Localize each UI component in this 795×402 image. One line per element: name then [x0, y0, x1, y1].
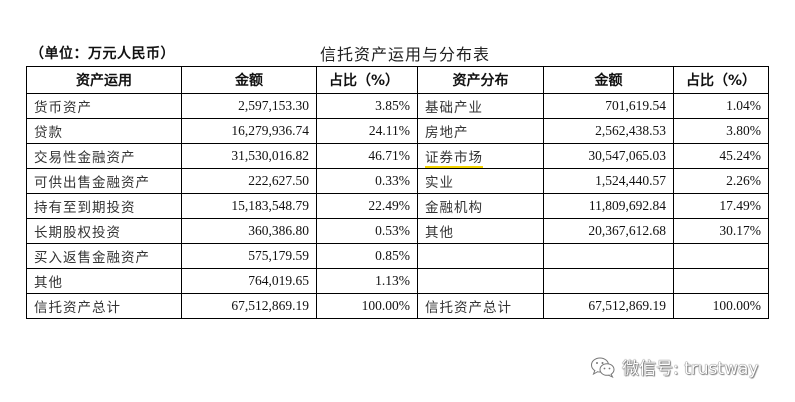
highlighted-text: 证券市场 — [425, 150, 483, 168]
usage-total-pct: 100.00% — [316, 293, 418, 319]
watermark-text: 微信号: trustway — [622, 359, 759, 379]
dist-amount: 1,524,440.57 — [543, 168, 674, 194]
usage-amount: 16,279,936.74 — [181, 118, 317, 144]
table-row: 交易性金融资产 31,530,016.82 46.71% 证券市场 30,547… — [26, 143, 769, 169]
table-row: 持有至到期投资 15,183,548.79 22.49% 金融机构 11,809… — [26, 193, 769, 219]
usage-amount: 360,386.80 — [181, 218, 317, 244]
usage-label: 货币资产 — [26, 93, 182, 119]
usage-pct: 3.85% — [316, 93, 418, 119]
usage-pct: 0.33% — [316, 168, 418, 194]
watermark: 微信号: trustway — [590, 354, 758, 379]
header-amount-left: 金额 — [181, 66, 317, 94]
dist-label — [417, 243, 544, 269]
dist-amount — [543, 268, 674, 294]
dist-pct: 2.26% — [673, 168, 769, 194]
usage-amount: 31,530,016.82 — [181, 143, 317, 169]
usage-pct: 1.13% — [316, 268, 418, 294]
table-row: 货币资产 2,597,153.30 3.85% 基础产业 701,619.54 … — [26, 93, 769, 119]
dist-pct: 1.04% — [673, 93, 769, 119]
usage-amount: 764,019.65 — [181, 268, 317, 294]
dist-pct — [673, 243, 769, 269]
trust-asset-table: 资产运用 金额 占比（%） 资产分布 金额 占比（%） 货币资产 2,597,1… — [26, 66, 769, 319]
usage-amount: 575,179.59 — [181, 243, 317, 269]
table-row: 可供出售金融资产 222,627.50 0.33% 实业 1,524,440.5… — [26, 168, 769, 194]
table-total-row: 信托资产总计 67,512,869.19 100.00% 信托资产总计 67,5… — [26, 293, 769, 319]
header-pct-left: 占比（%） — [316, 66, 418, 94]
table-row: 长期股权投资 360,386.80 0.53% 其他 20,367,612.68… — [26, 218, 769, 244]
usage-pct: 0.53% — [316, 218, 418, 244]
dist-pct: 17.49% — [673, 193, 769, 219]
dist-pct — [673, 268, 769, 294]
dist-amount — [543, 243, 674, 269]
table-row: 贷款 16,279,936.74 24.11% 房地产 2,562,438.53… — [26, 118, 769, 144]
unit-label: （单位：万元人民币） — [30, 46, 175, 62]
dist-pct: 45.24% — [673, 143, 769, 169]
usage-pct: 22.49% — [316, 193, 418, 219]
dist-amount: 30,547,065.03 — [543, 143, 674, 169]
dist-label: 基础产业 — [417, 93, 544, 119]
dist-label: 房地产 — [417, 118, 544, 144]
usage-total-amount: 67,512,869.19 — [181, 293, 317, 319]
usage-label: 长期股权投资 — [26, 218, 182, 244]
usage-label: 持有至到期投资 — [26, 193, 182, 219]
usage-pct: 46.71% — [316, 143, 418, 169]
dist-amount: 11,809,692.84 — [543, 193, 674, 219]
usage-label: 其他 — [26, 268, 182, 294]
table-header-row: 资产运用 金额 占比（%） 资产分布 金额 占比（%） — [26, 66, 769, 94]
header-pct-right: 占比（%） — [673, 66, 769, 94]
header-asset-usage: 资产运用 — [26, 66, 182, 94]
usage-pct: 24.11% — [316, 118, 418, 144]
header-asset-distribution: 资产分布 — [417, 66, 544, 94]
header-amount-right: 金额 — [543, 66, 674, 94]
usage-label: 交易性金融资产 — [26, 143, 182, 169]
usage-amount: 2,597,153.30 — [181, 93, 317, 119]
dist-amount: 701,619.54 — [543, 93, 674, 119]
dist-pct: 30.17% — [673, 218, 769, 244]
dist-label: 金融机构 — [417, 193, 544, 219]
usage-amount: 222,627.50 — [181, 168, 317, 194]
usage-pct: 0.85% — [316, 243, 418, 269]
dist-label: 证券市场 — [417, 143, 544, 169]
dist-label — [417, 268, 544, 294]
dist-label: 实业 — [417, 168, 544, 194]
usage-label: 可供出售金融资产 — [26, 168, 182, 194]
dist-total-label: 信托资产总计 — [417, 293, 544, 319]
wechat-icon — [591, 357, 615, 378]
usage-label: 贷款 — [26, 118, 182, 144]
dist-amount: 20,367,612.68 — [543, 218, 674, 244]
table-title: 信托资产运用与分布表 — [319, 45, 490, 64]
dist-pct: 3.80% — [673, 118, 769, 144]
usage-total-label: 信托资产总计 — [26, 293, 182, 319]
table-row: 其他 764,019.65 1.13% — [26, 268, 769, 294]
usage-amount: 15,183,548.79 — [181, 193, 317, 219]
dist-amount: 2,562,438.53 — [543, 118, 674, 144]
dist-label: 其他 — [417, 218, 544, 244]
table-row: 买入返售金融资产 575,179.59 0.85% — [26, 243, 769, 269]
usage-label: 买入返售金融资产 — [26, 243, 182, 269]
dist-total-pct: 100.00% — [673, 293, 769, 319]
dist-total-amount: 67,512,869.19 — [543, 293, 674, 319]
